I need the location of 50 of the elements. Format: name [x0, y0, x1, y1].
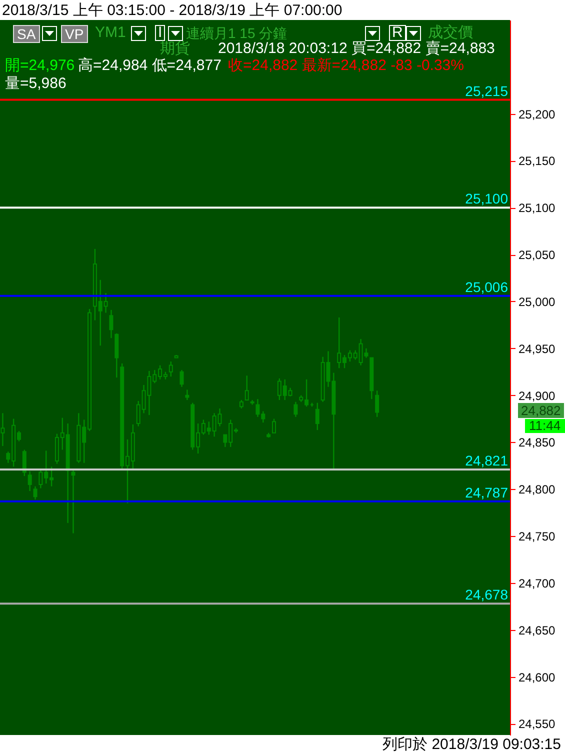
- candlestick: [28, 470, 32, 492]
- annotation: VP: [61, 25, 88, 43]
- candlestick: [114, 332, 119, 378]
- annotation: SA: [13, 25, 40, 43]
- ref-line-label: 25,215: [465, 82, 508, 99]
- candlestick: [71, 468, 76, 534]
- y-tick-label: 25,050: [518, 248, 556, 262]
- y-tick-label: 24,900: [518, 388, 556, 403]
- annotation: 量=5,986: [5, 75, 66, 92]
- y-tick-label: 24,950: [518, 342, 556, 356]
- ref-line-label: 25,100: [465, 190, 508, 207]
- text: 11:44: [525, 418, 565, 433]
- candlestick: [375, 390, 380, 418]
- candlestick: [109, 309, 114, 339]
- ref-line-label: 24,787: [465, 484, 508, 500]
- y-tick-label: 24,650: [518, 623, 556, 638]
- annotation: R: [389, 24, 406, 41]
- annotation: 期貨: [160, 40, 190, 57]
- chart-title: 2018/3/15 上午 03:15:00 - 2018/3/19 上午 07:00:00: [2, 1, 342, 20]
- annotation: 收=24,882 最新=24,882 -83 -0.33%: [228, 57, 464, 74]
- annotation: 成交價: [428, 24, 473, 41]
- candlestick: [180, 369, 184, 388]
- annotation: 高=24,984 低=24,877: [78, 57, 222, 74]
- candlestick: [244, 375, 249, 401]
- annotation: I: [155, 24, 166, 41]
- annotation: 連續月1 15 分鐘: [186, 25, 288, 41]
- candlestick: [168, 360, 173, 378]
- ref-line-label: 24,678: [465, 586, 508, 603]
- annotation: 開=24,976: [5, 57, 75, 74]
- y-tick-label: 24,850: [518, 436, 556, 450]
- y-tick-label: 24,750: [518, 530, 556, 544]
- candlestick: [272, 418, 276, 434]
- y-tick-label: 24,800: [518, 482, 556, 497]
- text: 24,882: [518, 403, 564, 418]
- ref-line-label: 25,006: [465, 278, 508, 295]
- candlestick: [294, 401, 298, 418]
- annotation: YM1: [95, 24, 126, 41]
- y-tick-label: 25,200: [518, 107, 556, 122]
- y-tick-label: 25,150: [518, 154, 556, 168]
- text: 列印於 2018/3/19 09:03:15: [382, 736, 561, 753]
- y-tick-label: 24,700: [518, 576, 556, 590]
- y-tick-label: 25,100: [518, 201, 556, 216]
- candlestick: [315, 402, 320, 431]
- annotation: 2018/3/18 20:03:12 買=24,882 賣=24,883: [218, 40, 495, 57]
- candlestick: [33, 486, 38, 500]
- y-tick-label: 25,000: [518, 294, 556, 309]
- candlestick: [185, 389, 190, 401]
- y-tick-label: 24,600: [518, 670, 556, 684]
- y-tick-label: 24,550: [518, 717, 556, 732]
- ref-line-label: 24,821: [465, 452, 508, 468]
